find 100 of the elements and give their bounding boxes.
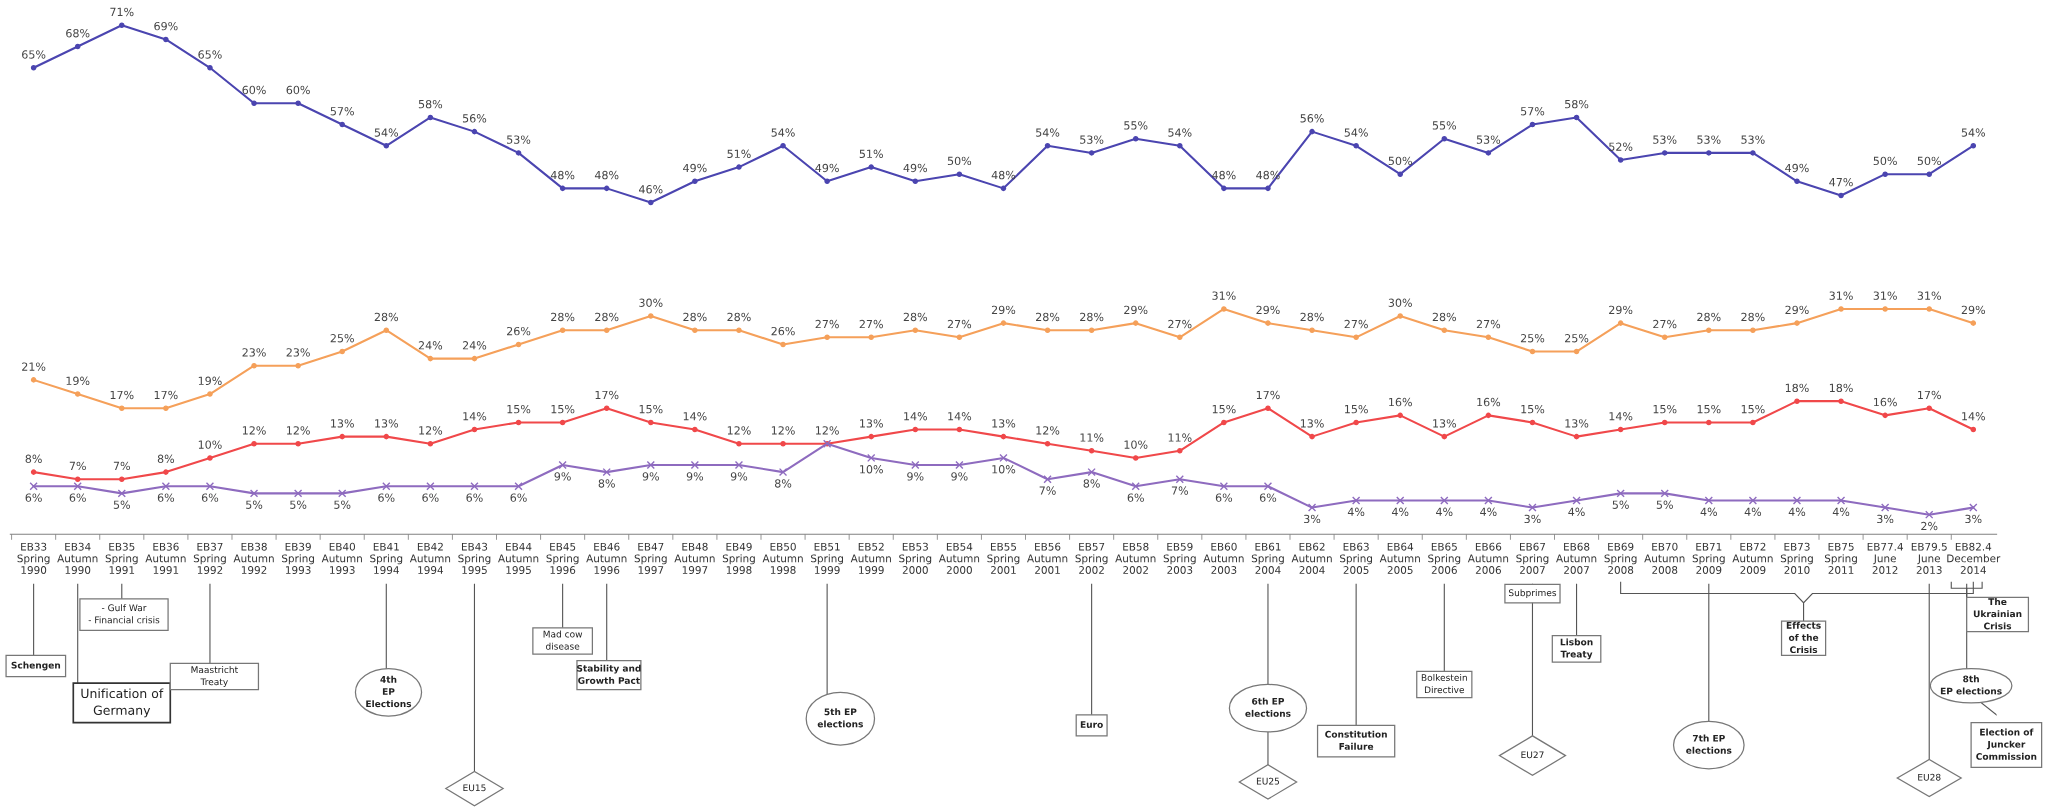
data-label: 15% [1521,404,1545,414]
text: EU25 [1256,777,1280,785]
data-label: 54% [374,128,399,137]
data-label: 25% [1565,334,1589,343]
data-label: 6% [69,493,86,502]
data-label: 14% [904,412,928,421]
data-label: 13% [1433,419,1457,428]
data-label: 5% [1656,500,1673,509]
data-label: 48% [1212,170,1236,180]
x-tick-label: EB52 Autumn 1999 [850,542,891,574]
data-label: 48% [991,170,1016,180]
data-label: 30% [1388,298,1412,307]
data-label: 6% [201,493,219,502]
data-label: 13% [1300,419,1324,428]
data-label: 65% [22,50,46,59]
x-tick-label: EB79.5 June 2013 [1911,542,1947,574]
data-label: 28% [1080,312,1104,322]
x-tick-label: EB54 Autumn 2000 [938,542,980,574]
text: - Gulf War - Financial crisis [88,604,160,624]
data-label: 6% [466,493,483,502]
data-label: 23% [242,348,266,357]
data-label: 6% [1259,493,1277,502]
data-label: 4% [1436,507,1453,517]
data-label: 6% [157,493,175,502]
x-tick-label: EB72 Autumn 2009 [1732,542,1773,574]
data-label: 27% [1476,319,1501,329]
data-label: 6% [378,493,395,502]
data-label: 5% [113,500,130,509]
text: The Ukrainian Crisis [1973,598,2022,630]
data-label: 28% [551,312,575,322]
data-label: 10% [992,465,1016,474]
x-tick-label: EB41 Spring 1994 [370,542,403,574]
text: Constitution Failure [1325,730,1387,750]
data-label: 17% [595,390,619,400]
data-label: 7% [1039,486,1056,495]
data-label: 12% [816,426,839,435]
data-label: 10% [860,465,883,474]
data-label: 52% [1609,142,1633,151]
data-label: 4% [1788,507,1806,517]
x-tick-label: EB48 Autumn 1997 [674,542,715,574]
text: Subprimes [1508,589,1557,598]
data-label: 6% [422,493,439,502]
data-label: 13% [375,419,399,428]
x-tick-label: EB34 Autumn 1990 [57,542,98,574]
data-label: 58% [1565,99,1589,109]
x-tick-label: EB66 Autumn 2006 [1467,542,1509,574]
data-label: 12% [727,426,751,435]
x-tick-label: EB47 Spring 1997 [634,542,667,574]
data-label: 10% [1124,440,1148,449]
data-label: 29% [1785,305,1809,315]
data-label: 56% [1300,114,1324,123]
data-label: 69% [154,21,178,31]
data-label: 28% [1697,312,1721,322]
x-tick-label: EB50 Autumn 1998 [762,542,803,574]
data-label: 10% [198,440,222,449]
data-label: 16% [1874,397,1897,407]
data-label: 31% [1829,291,1853,300]
data-label: 53% [1653,135,1677,144]
data-label: 15% [1741,404,1765,414]
data-label: 55% [1432,121,1457,130]
data-label: 9% [730,472,748,481]
data-label: 4% [1347,507,1365,517]
data-label: 29% [1609,305,1633,315]
data-label: 14% [1609,412,1633,421]
data-label: 27% [1344,319,1368,329]
x-tick-label: EB36 Autumn 1991 [145,542,186,574]
data-label: 9% [642,472,659,481]
data-label: 12% [771,426,795,435]
data-label: 50% [1873,156,1897,166]
data-label: 53% [507,135,531,144]
data-label: 28% [727,312,751,322]
text: EU28 [1918,773,1941,781]
data-label: 9% [554,472,571,481]
text: EU27 [1521,751,1544,759]
data-label: 26% [507,326,531,336]
data-label: 46% [638,185,663,194]
data-label: 16% [1389,397,1412,407]
x-tick-label: EB70 Autumn 2008 [1644,542,1685,574]
data-label: 54% [1036,128,1060,137]
text: Unification of Germany [81,688,164,718]
data-label: 24% [462,341,487,350]
data-label: 19% [198,376,222,385]
x-tick-label: EB45 Spring 1996 [546,542,579,574]
data-label: 8% [1083,479,1100,488]
data-label: 9% [907,472,924,481]
data-label: 9% [951,472,968,481]
data-label: 11% [1080,433,1104,442]
data-label: 50% [1917,156,1941,166]
text: 7th EP elections [1686,734,1732,754]
text: 4th EP Elections [366,675,412,708]
data-label: 71% [110,7,134,17]
data-label: 15% [1697,404,1721,414]
data-label: 7% [1171,486,1188,495]
x-tick-label: EB37 Spring 1992 [193,542,226,574]
x-tick-label: EB42 Autumn 1994 [409,542,451,574]
data-label: 49% [815,163,839,173]
x-tick-label: EB43 Spring 1995 [458,542,491,574]
x-tick-label: EB67 Spring 2007 [1516,542,1549,574]
data-label: 11% [1168,433,1192,442]
data-label: 18% [1829,383,1853,393]
